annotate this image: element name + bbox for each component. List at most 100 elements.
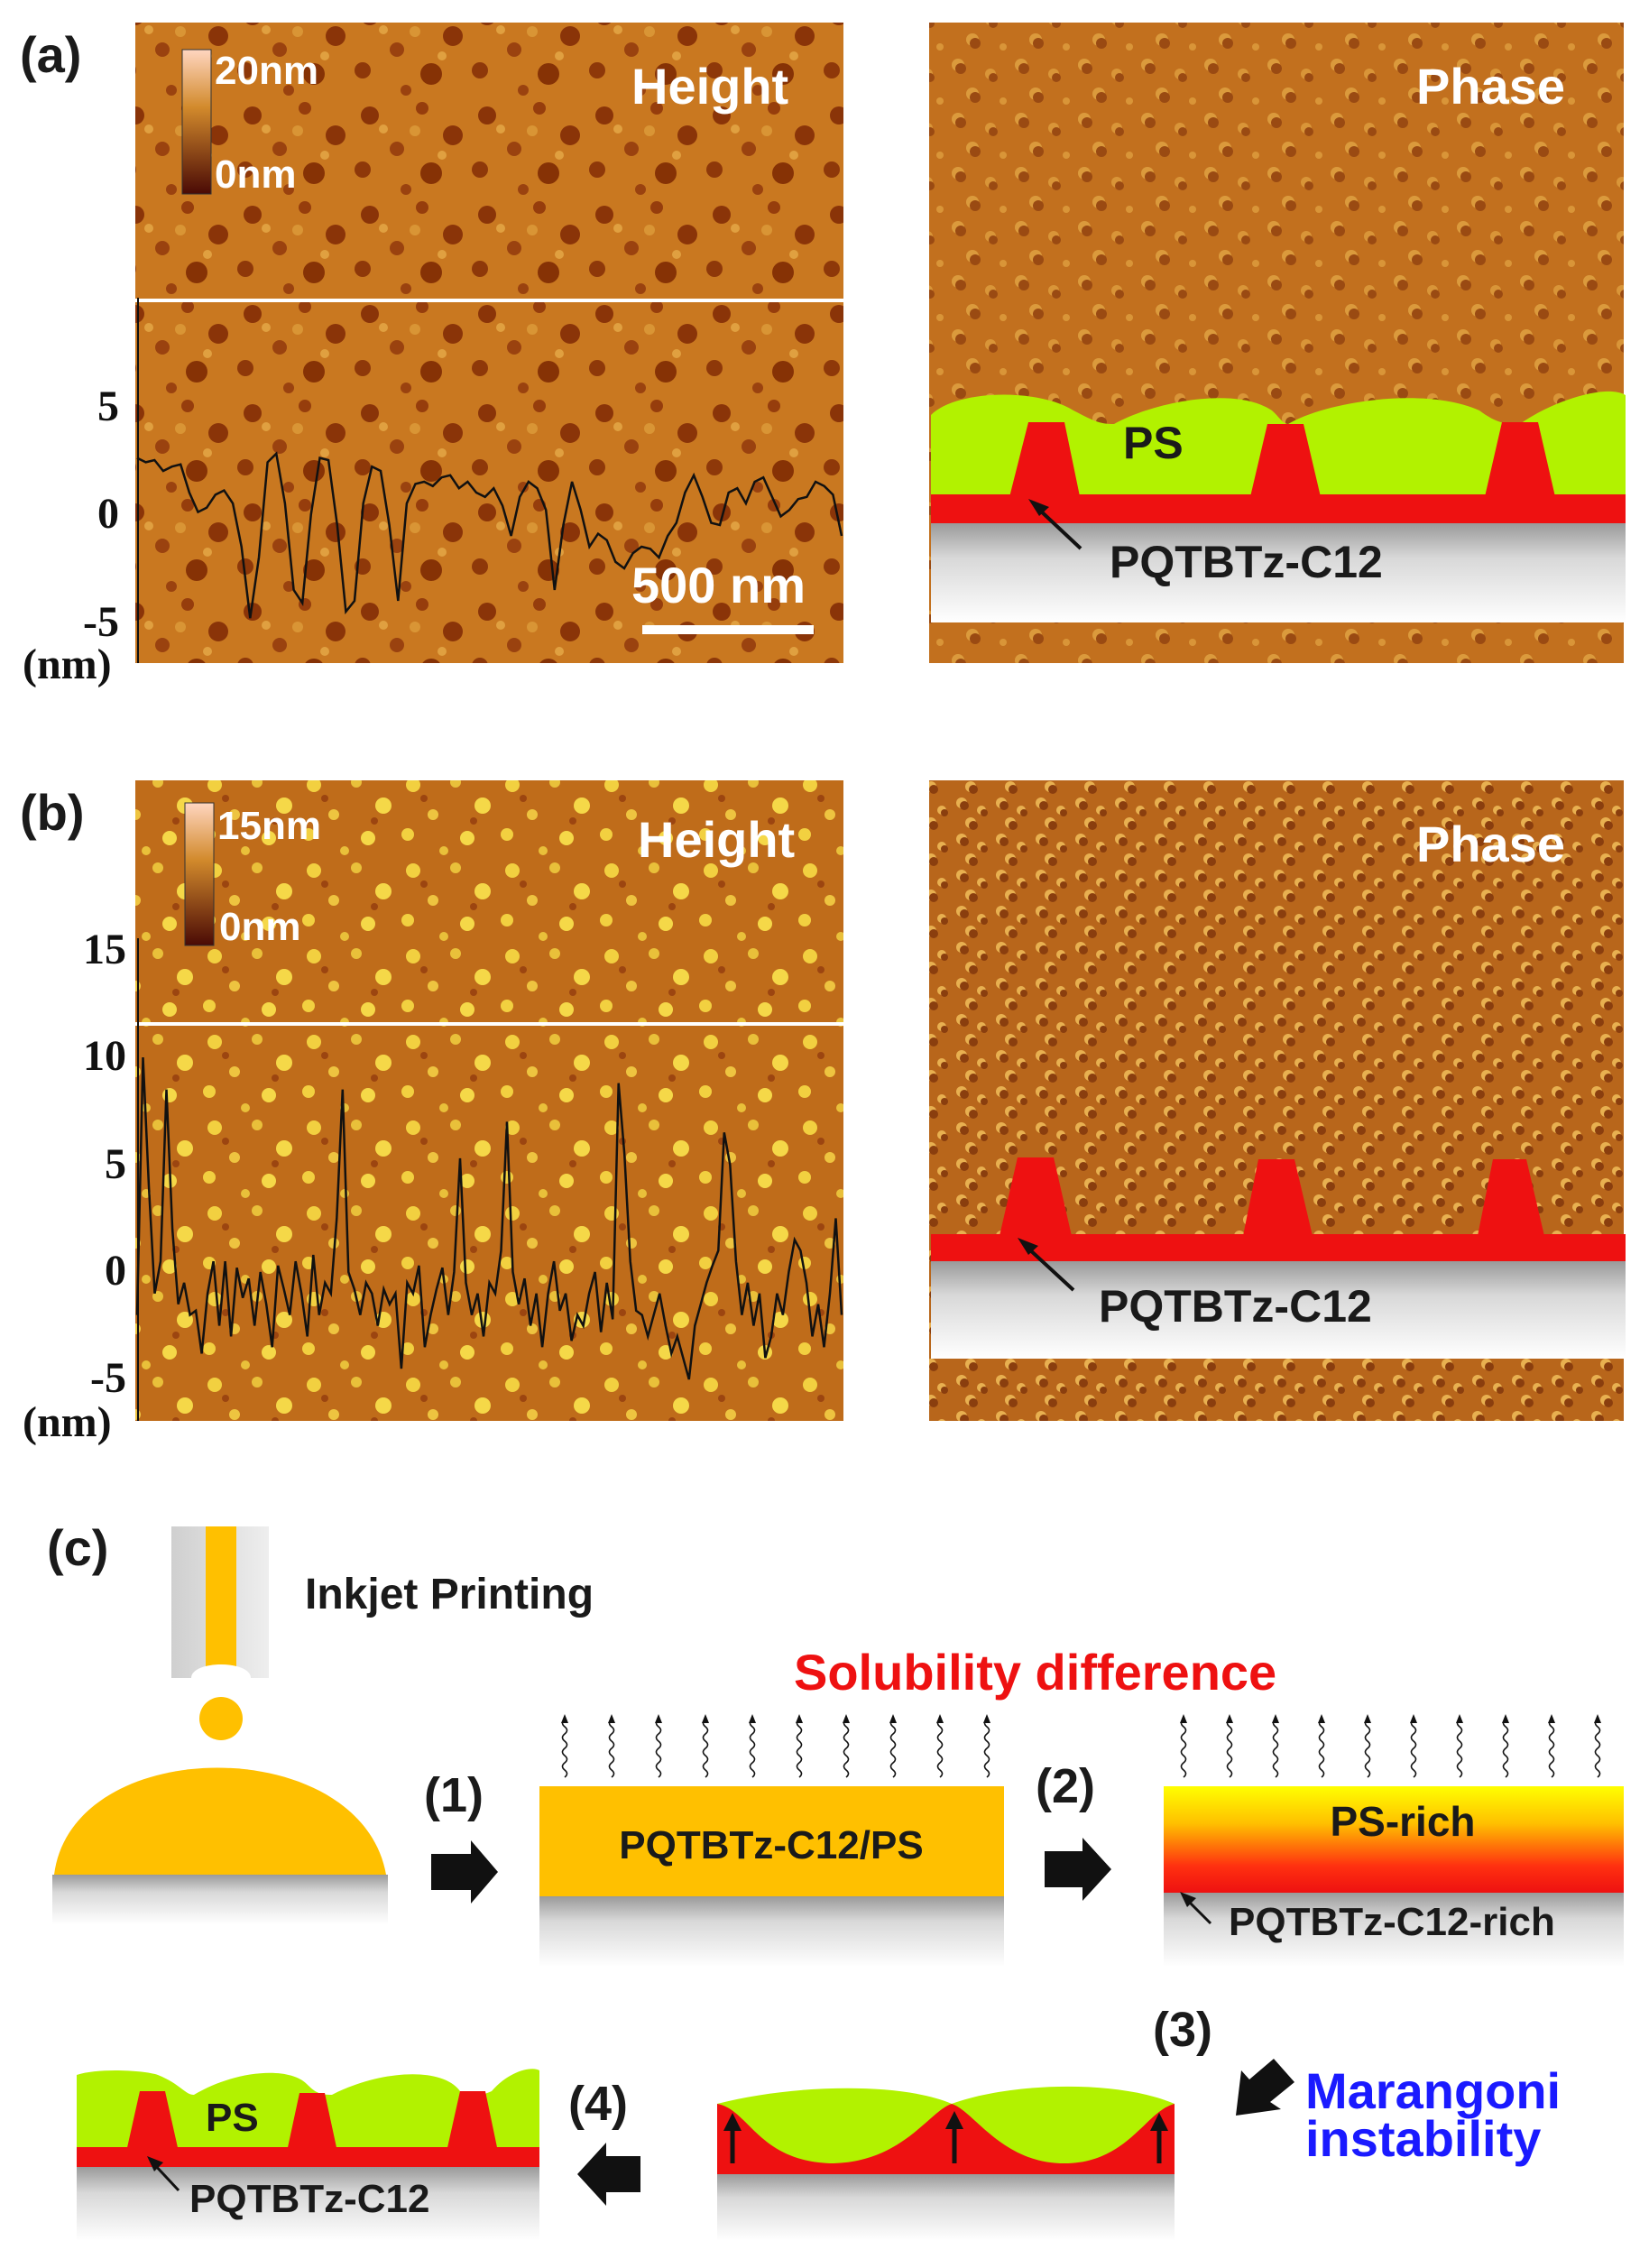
evaporation-squiggle [889, 1719, 897, 1778]
panel-a-y-tick: 0 [97, 490, 119, 538]
step-3-arrow [1236, 2059, 1294, 2116]
panel-b-label: (b) [20, 784, 85, 841]
evaporation-arrowhead [843, 1714, 850, 1723]
pqt-rich-label: PQTBTz-C12-rich [1229, 1900, 1555, 1944]
evaporation-squiggles-2 [1180, 1714, 1601, 1778]
panel-b-colorbar-max: 15nm [217, 804, 321, 848]
evaporation-arrowhead [1410, 1714, 1417, 1723]
marangoni-label-line2: instability [1305, 2110, 1541, 2167]
final-ps-label: PS [206, 2096, 259, 2140]
panel-b-height-image [135, 780, 843, 1421]
evaporation-squiggle [608, 1719, 615, 1778]
evaporation-arrowhead [1180, 1714, 1187, 1723]
step-4-label: (4) [568, 2077, 628, 2131]
evaporation-arrowhead [936, 1714, 944, 1723]
panel-a-label: (a) [20, 26, 81, 83]
panel-a-schematic-ps: PS [1123, 418, 1184, 468]
evaporation-arrowhead [749, 1714, 756, 1723]
marangoni-film [717, 2086, 1175, 2241]
final-film [77, 2069, 539, 2241]
evaporation-squiggle [983, 1719, 990, 1778]
panel-a-colorbar-max: 20nm [215, 49, 318, 93]
panel-b-y-tick: 10 [83, 1032, 126, 1080]
evaporation-squiggle [1548, 1719, 1555, 1778]
blend-film-label: PQTBTz-C12/PS [619, 1823, 923, 1867]
evaporation-squiggle [1226, 1719, 1233, 1778]
evaporation-squiggle [796, 1719, 803, 1778]
panel-b-y-tick: 5 [105, 1140, 126, 1188]
panel-b-colorbar-min: 0nm [219, 905, 300, 949]
panel-b-y-tick: 15 [83, 926, 126, 973]
evaporation-arrowhead [1272, 1714, 1279, 1723]
evaporation-arrowhead [1548, 1714, 1555, 1723]
blend-film [539, 1786, 1004, 1967]
evaporation-squiggles-1 [561, 1714, 990, 1778]
ps-rich-label: PS-rich [1330, 1798, 1475, 1845]
panel-b-y-tick: 0 [105, 1247, 126, 1295]
panel-a-scale-bar [642, 625, 814, 634]
evaporation-squiggle [1272, 1719, 1279, 1778]
panel-b-height-profile [135, 1056, 843, 1380]
printed-droplet [52, 1767, 388, 1924]
evaporation-squiggle [1318, 1719, 1325, 1778]
evaporation-squiggle [1502, 1719, 1509, 1778]
solubility-difference-label: Solubility difference [794, 1644, 1276, 1701]
panel-b-phase-title: Phase [1416, 816, 1565, 872]
final-pqt-label: PQTBTz-C12 [189, 2177, 429, 2221]
panel-b-schematic-pqt: PQTBTz-C12 [1099, 1281, 1372, 1332]
evaporation-arrowhead [1318, 1714, 1325, 1723]
evaporation-squiggle [1594, 1719, 1601, 1778]
step-2-arrow [1045, 1838, 1111, 1901]
step-2-label: (2) [1036, 1759, 1095, 1813]
evaporation-arrowhead [1594, 1714, 1601, 1723]
panel-a-colorbar-min: 0nm [215, 152, 296, 197]
evaporation-arrowhead [1456, 1714, 1463, 1723]
evaporation-arrowhead [796, 1714, 803, 1723]
panel-a-phase-title: Phase [1416, 58, 1565, 115]
evaporation-squiggle [843, 1719, 850, 1778]
evaporation-arrowhead [1502, 1714, 1509, 1723]
panel-a-height-image [135, 23, 843, 663]
panel-a-y-tick: 5 [97, 383, 119, 430]
evaporation-arrowhead [983, 1714, 990, 1723]
inkjet-printing-label: Inkjet Printing [305, 1571, 594, 1618]
evaporation-arrowhead [655, 1714, 662, 1723]
evaporation-arrowhead [1364, 1714, 1371, 1723]
panel-a-height-profile [136, 451, 843, 619]
evaporation-squiggle [749, 1719, 756, 1778]
inkjet-nozzle [171, 1526, 269, 1740]
stratified-film [1164, 1786, 1624, 1967]
evaporation-squiggle [1410, 1719, 1417, 1778]
evaporation-arrowhead [1226, 1714, 1233, 1723]
evaporation-squiggle [1180, 1719, 1187, 1778]
evaporation-squiggle [702, 1719, 709, 1778]
step-1-arrow [431, 1840, 498, 1904]
panel-a-colorbar [181, 49, 212, 195]
panel-a-schematic [931, 391, 1626, 622]
evaporation-arrowhead [889, 1714, 897, 1723]
panel-b-colorbar [184, 802, 215, 946]
panel-b-y-tick: -5 [90, 1354, 126, 1402]
panel-b-y-unit: (nm) [23, 1398, 112, 1446]
panel-b-schematic [931, 1157, 1626, 1359]
panel-c-label: (c) [47, 1519, 108, 1576]
evaporation-arrowhead [702, 1714, 709, 1723]
evaporation-squiggle [655, 1719, 662, 1778]
evaporation-arrowhead [561, 1714, 568, 1723]
step-1-label: (1) [424, 1768, 484, 1822]
step-4-arrow [577, 2143, 640, 2206]
evaporation-arrowhead [608, 1714, 615, 1723]
panel-a-y-unit: (nm) [23, 641, 112, 688]
evaporation-squiggle [1456, 1719, 1463, 1778]
evaporation-squiggle [1364, 1719, 1371, 1778]
marangoni-label-line1: Marangoni [1305, 2062, 1561, 2119]
panel-a-scale-bar-label: 500 nm [631, 557, 806, 613]
panel-a-schematic-pqt: PQTBTz-C12 [1110, 537, 1383, 587]
panel-a-y-tick: -5 [83, 598, 119, 646]
panel-b-height-title: Height [638, 811, 795, 868]
evaporation-squiggle [936, 1719, 944, 1778]
panel-a-height-title: Height [631, 58, 788, 115]
evaporation-squiggle [561, 1719, 568, 1778]
step-3-label: (3) [1153, 2003, 1212, 2057]
